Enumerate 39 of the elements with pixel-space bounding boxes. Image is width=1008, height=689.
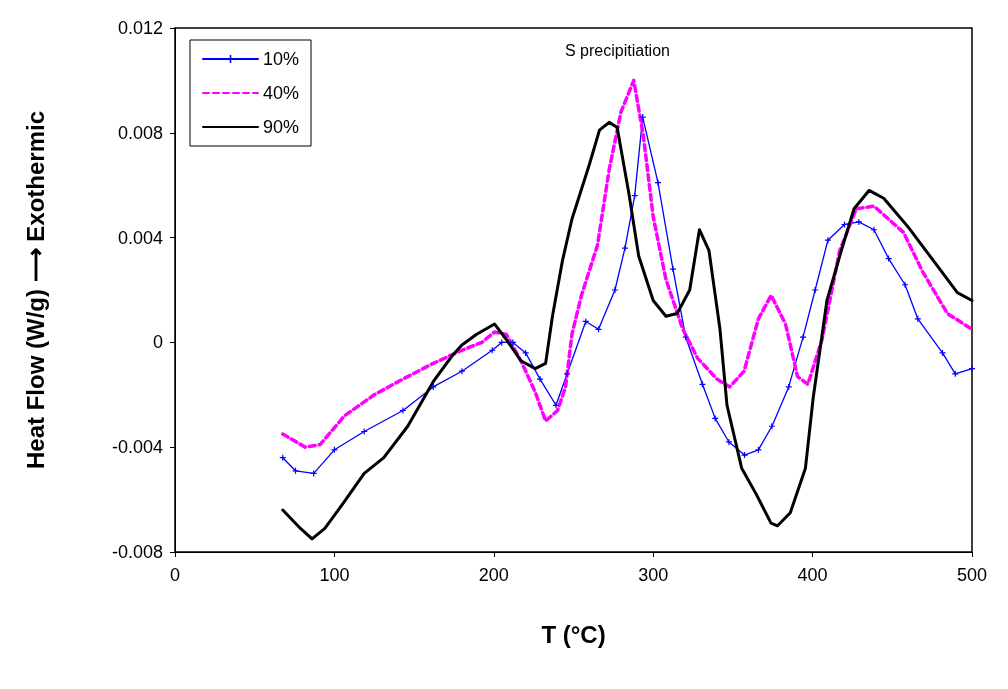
point bbox=[800, 334, 807, 341]
x-tick-label: 300 bbox=[638, 565, 669, 585]
x-axis-title: T (°C) bbox=[541, 620, 606, 648]
y-tick-label: 0.008 bbox=[117, 122, 163, 143]
x-tick-label: 500 bbox=[956, 565, 988, 585]
point bbox=[812, 287, 819, 293]
y-tick-label: -0.004 bbox=[111, 437, 163, 458]
y-tick-label: 0.004 bbox=[117, 227, 163, 248]
point bbox=[458, 368, 465, 375]
point bbox=[399, 407, 406, 414]
point bbox=[611, 287, 618, 293]
legend-label: 10% bbox=[263, 49, 300, 69]
point bbox=[537, 376, 544, 383]
annotation: S precipitiation bbox=[565, 41, 670, 59]
point bbox=[509, 339, 516, 346]
point bbox=[902, 281, 909, 288]
x-tick-label: 400 bbox=[797, 565, 828, 585]
point bbox=[639, 114, 646, 121]
x-tick-label: 100 bbox=[319, 565, 350, 585]
point bbox=[552, 402, 559, 409]
y-tick-label: 0.012 bbox=[117, 18, 163, 38]
point bbox=[785, 383, 792, 390]
point bbox=[621, 245, 628, 252]
x-tick-label: 200 bbox=[478, 565, 509, 585]
point bbox=[430, 383, 437, 390]
y-axis-title: Heat Flow (W/g) ⟶ Exothermic bbox=[21, 110, 49, 470]
point bbox=[824, 237, 831, 244]
point bbox=[725, 438, 732, 445]
y-tick-label: -0.008 bbox=[111, 542, 163, 562]
point bbox=[669, 266, 676, 273]
legend-label: 90% bbox=[263, 117, 300, 137]
x-tick-label: 0 bbox=[169, 565, 181, 585]
point bbox=[741, 452, 748, 459]
y-tick-label: 0 bbox=[152, 332, 163, 353]
legend-label: 40% bbox=[263, 83, 300, 103]
point bbox=[870, 226, 877, 233]
point bbox=[768, 423, 775, 430]
point bbox=[654, 179, 661, 186]
point bbox=[969, 365, 975, 372]
